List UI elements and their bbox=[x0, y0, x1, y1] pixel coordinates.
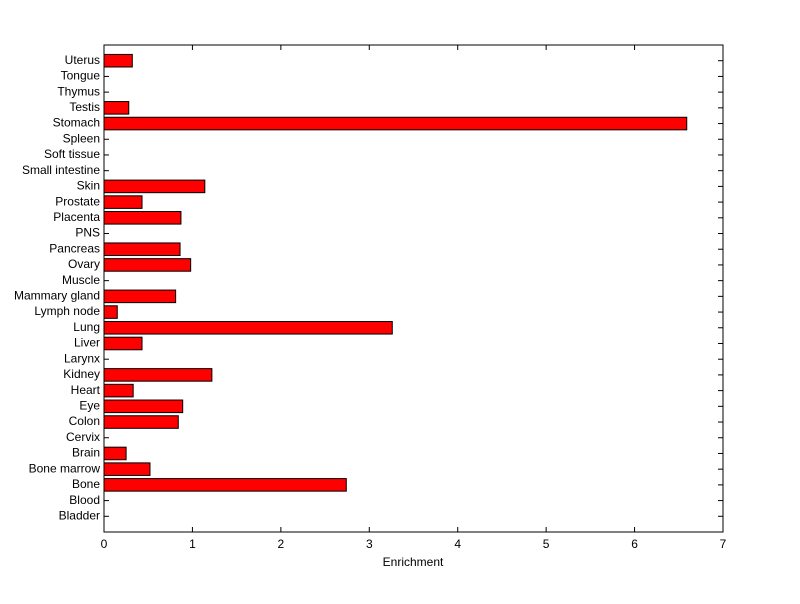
bar bbox=[103, 211, 182, 225]
y-tick-label: Lung bbox=[73, 320, 100, 334]
y-tick-label: Bone bbox=[72, 477, 100, 491]
x-tick-label: 3 bbox=[366, 537, 373, 551]
y-tick-label: Muscle bbox=[62, 273, 100, 287]
y-tick-label: Larynx bbox=[64, 351, 100, 365]
bar bbox=[103, 446, 127, 461]
y-tick-label: Small intestine bbox=[22, 163, 100, 177]
y-tick-label: Tongue bbox=[61, 69, 101, 83]
x-tick-label: 5 bbox=[543, 537, 550, 551]
y-tick-label: Liver bbox=[74, 336, 100, 350]
bar bbox=[103, 101, 130, 115]
y-tick-label: Soft tissue bbox=[44, 147, 100, 161]
y-tick-label: Placenta bbox=[53, 210, 100, 224]
bar bbox=[103, 179, 206, 194]
bar bbox=[103, 305, 118, 319]
y-tick-label: Colon bbox=[69, 414, 100, 428]
bar bbox=[103, 320, 393, 335]
y-tick-label: Stomach bbox=[53, 116, 100, 130]
x-tick-label: 2 bbox=[278, 537, 285, 551]
y-tick-label: Lymph node bbox=[34, 304, 100, 318]
bar bbox=[103, 195, 143, 209]
y-tick-label: Eye bbox=[79, 398, 100, 412]
bar bbox=[103, 53, 133, 68]
y-tick-label: Uterus bbox=[65, 53, 100, 67]
x-tick-label: 7 bbox=[720, 537, 727, 551]
y-tick-label: Bone marrow bbox=[29, 461, 101, 475]
x-axis-label: Enrichment bbox=[383, 555, 444, 569]
y-tick-label: Cervix bbox=[66, 430, 100, 444]
bar bbox=[103, 116, 688, 131]
bar bbox=[103, 462, 151, 476]
bar bbox=[103, 478, 347, 492]
y-tick-label: Kidney bbox=[63, 367, 100, 381]
y-tick-label: Skin bbox=[77, 179, 100, 193]
x-tick-label: 1 bbox=[189, 537, 196, 551]
bar bbox=[103, 242, 181, 257]
x-tick-label: 0 bbox=[101, 537, 108, 551]
bar bbox=[103, 336, 143, 351]
bar bbox=[103, 415, 179, 429]
y-tick-label: Thymus bbox=[57, 84, 100, 98]
bar bbox=[103, 399, 184, 414]
x-tick-label: 4 bbox=[454, 537, 461, 551]
y-tick-label: Pancreas bbox=[49, 241, 100, 255]
x-tick-label: 6 bbox=[631, 537, 638, 551]
bar bbox=[103, 383, 134, 398]
y-tick-label: Ovary bbox=[68, 257, 100, 271]
y-tick-label: Bladder bbox=[59, 508, 100, 522]
bar bbox=[103, 258, 192, 272]
y-tick-label: Mammary gland bbox=[14, 289, 100, 303]
y-tick-label: Blood bbox=[69, 493, 100, 507]
y-tick-label: Spleen bbox=[63, 131, 100, 145]
y-tick-label: Testis bbox=[69, 100, 100, 114]
y-tick-label: Brain bbox=[72, 446, 100, 460]
y-tick-label: Prostate bbox=[55, 194, 100, 208]
bar bbox=[103, 289, 177, 304]
bar bbox=[103, 368, 213, 382]
y-tick-label: Heart bbox=[71, 383, 101, 397]
y-tick-label: PNS bbox=[75, 226, 100, 240]
